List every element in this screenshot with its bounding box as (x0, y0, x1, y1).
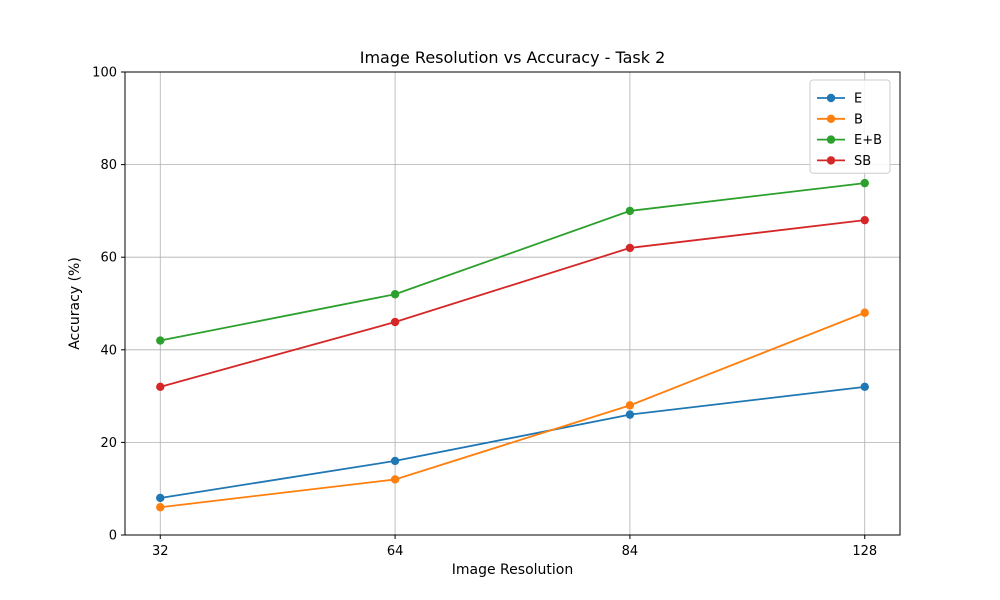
data-point (156, 493, 165, 503)
plot-frame (124, 71, 901, 536)
series-e (156, 382, 869, 503)
y-tick-label: 40 (100, 343, 117, 358)
data-point (625, 401, 635, 410)
data-point (625, 243, 635, 253)
data-point (156, 336, 165, 345)
x-tick-label: 64 (387, 544, 404, 559)
legend-item: E (817, 92, 862, 107)
legend-item: SB (817, 154, 871, 169)
legend-marker (826, 156, 836, 165)
series-line (160, 311, 866, 509)
data-point (156, 382, 165, 392)
series-lines (156, 178, 869, 512)
legend-label: B (854, 112, 863, 127)
data-point (860, 308, 869, 317)
data-point (625, 410, 635, 419)
legend-marker (826, 135, 836, 144)
legend-item: E+B (817, 133, 882, 148)
data-point (390, 475, 400, 484)
y-tick-label: 80 (100, 158, 117, 173)
x-tick-label: 84 (622, 544, 639, 559)
y-axis-label: Accuracy (%) (67, 257, 83, 350)
y-tick-label: 60 (100, 251, 117, 266)
data-point (390, 456, 400, 466)
legend-label: E (854, 92, 862, 107)
data-point (860, 382, 869, 392)
x-axis-label: Image Resolution (452, 562, 573, 578)
series-line (160, 219, 865, 388)
series-sb (156, 215, 869, 392)
axis-ticks: 32 64 84 128 0 20 40 60 80 100 (92, 66, 877, 560)
data-point (156, 503, 165, 512)
legend-label: E+B (854, 133, 882, 148)
legend: EB E+B SB (809, 79, 891, 174)
data-point (390, 290, 400, 299)
series-line (160, 182, 865, 342)
series-line (160, 385, 865, 499)
data-point (860, 215, 869, 225)
chart-title: Image Resolution vs Accuracy - Task 2 (360, 48, 666, 67)
x-tick-label: 32 (152, 544, 169, 559)
x-tick-label: 128 (852, 544, 877, 559)
legend-box (809, 79, 891, 174)
legend-marker (826, 114, 836, 124)
legend-item: B (817, 112, 863, 127)
series-b (156, 308, 869, 512)
data-point (390, 317, 400, 327)
y-tick-label: 20 (100, 436, 117, 451)
data-point (625, 206, 635, 216)
y-tick-label: 100 (92, 66, 117, 81)
legend-label: SB (854, 154, 871, 169)
legend-marker (826, 93, 836, 103)
y-tick-label: 0 (109, 529, 117, 544)
data-point (860, 178, 869, 188)
series-e-b (156, 178, 869, 345)
